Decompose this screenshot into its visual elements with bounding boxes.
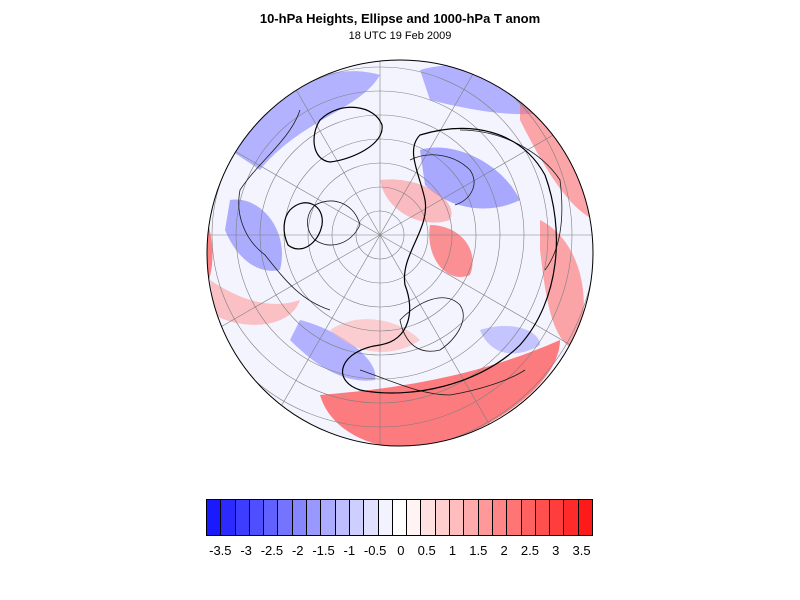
colorbar-tick-label: 2.5 xyxy=(520,543,539,558)
colorbar-tick-label: -2.5 xyxy=(260,543,284,558)
colorbar-tick-label: 3 xyxy=(552,543,560,558)
colorbar-cell xyxy=(307,500,322,535)
colorbar-cell xyxy=(478,500,493,535)
colorbar-cell xyxy=(207,500,222,535)
colorbar-cell xyxy=(235,500,250,535)
coastline-greenland xyxy=(307,200,361,246)
meridian-line xyxy=(207,104,381,236)
colorbar-cell xyxy=(564,500,579,535)
coastline-africa xyxy=(359,369,526,396)
colorbar-tick-label: -1.5 xyxy=(312,543,335,558)
colorbar-cell xyxy=(421,500,436,535)
colorbar-cell xyxy=(578,500,593,535)
colorbar-cell xyxy=(507,500,522,535)
colorbar-cell xyxy=(450,500,465,535)
colorbar-cell xyxy=(278,500,293,535)
coastline-siberia xyxy=(409,154,475,206)
colorbar-tick-label: 0 xyxy=(397,543,405,558)
anomaly-blob xyxy=(520,90,593,220)
colorbar-cell xyxy=(349,500,365,535)
map-subtitle: 18 UTC 19 Feb 2009 xyxy=(348,30,452,42)
colorbar-tick-label: 2 xyxy=(500,543,508,558)
colorbar-cell xyxy=(335,500,350,535)
graticule xyxy=(207,60,593,446)
anomaly-blob xyxy=(330,319,420,352)
colorbar-cell xyxy=(264,500,279,535)
anomaly-blob xyxy=(540,220,584,350)
colorbar-cell xyxy=(321,500,336,535)
colorbar-tick-label: -2 xyxy=(291,543,304,558)
meridian-line xyxy=(207,234,381,366)
colorbar-tick-label: -0.5 xyxy=(363,543,387,558)
colorbar-cell xyxy=(464,500,479,535)
colorbar-cell xyxy=(435,500,451,535)
height-contour xyxy=(313,106,383,163)
coastline-north-america xyxy=(238,109,331,311)
colorbar-cell xyxy=(249,500,265,535)
colorbar-cell xyxy=(492,500,508,535)
ellipse-contours xyxy=(283,106,558,394)
anomaly-blob xyxy=(420,147,520,209)
colorbar-labels: -3.5 -3 -2.5 -2 -1.5 -1 -0.5 0 0.5 1 1.5 2 2.5 3 3.5 xyxy=(0,543,800,561)
colorbar-cell xyxy=(392,500,408,535)
colorbar-cell xyxy=(364,500,379,535)
colorbar-cell xyxy=(292,500,308,535)
colorbar-cell xyxy=(550,500,565,535)
globe-outline xyxy=(206,59,594,447)
height-contour xyxy=(283,202,323,250)
colorbar-cell xyxy=(378,500,393,535)
colorbar-tick-label: -3 xyxy=(240,543,252,558)
colorbar-cell xyxy=(535,500,551,535)
anomaly-blob xyxy=(480,325,540,354)
colorbar-cell xyxy=(407,500,422,535)
meridian-line xyxy=(379,234,511,446)
colorbar-cell xyxy=(221,500,236,535)
ellipse-contour xyxy=(342,127,558,394)
map-title: 10-hPa Heights, Ellipse and 1000-hPa T a… xyxy=(259,11,541,26)
anomaly-blob xyxy=(207,215,213,290)
meridian-line xyxy=(249,60,381,236)
colorbar-tick-label: 1 xyxy=(448,543,457,558)
anomaly-blob xyxy=(210,280,300,325)
colorbar-tick-label: 0.5 xyxy=(417,543,436,558)
anomaly-blob xyxy=(429,225,473,277)
colorbar-tick-label: -1 xyxy=(343,543,356,558)
colorbar-tick-label: -3.5 xyxy=(209,543,232,558)
colorbar-tick-label: 3.5 xyxy=(572,543,591,558)
meridian-line xyxy=(379,60,511,236)
coastline-europe xyxy=(399,297,464,352)
meridian-line xyxy=(379,234,593,366)
colorbar-cell xyxy=(521,500,536,535)
colorbar-tick-label: 1.5 xyxy=(469,543,488,558)
colorbar xyxy=(206,499,593,536)
anomaly-blob xyxy=(290,320,376,381)
